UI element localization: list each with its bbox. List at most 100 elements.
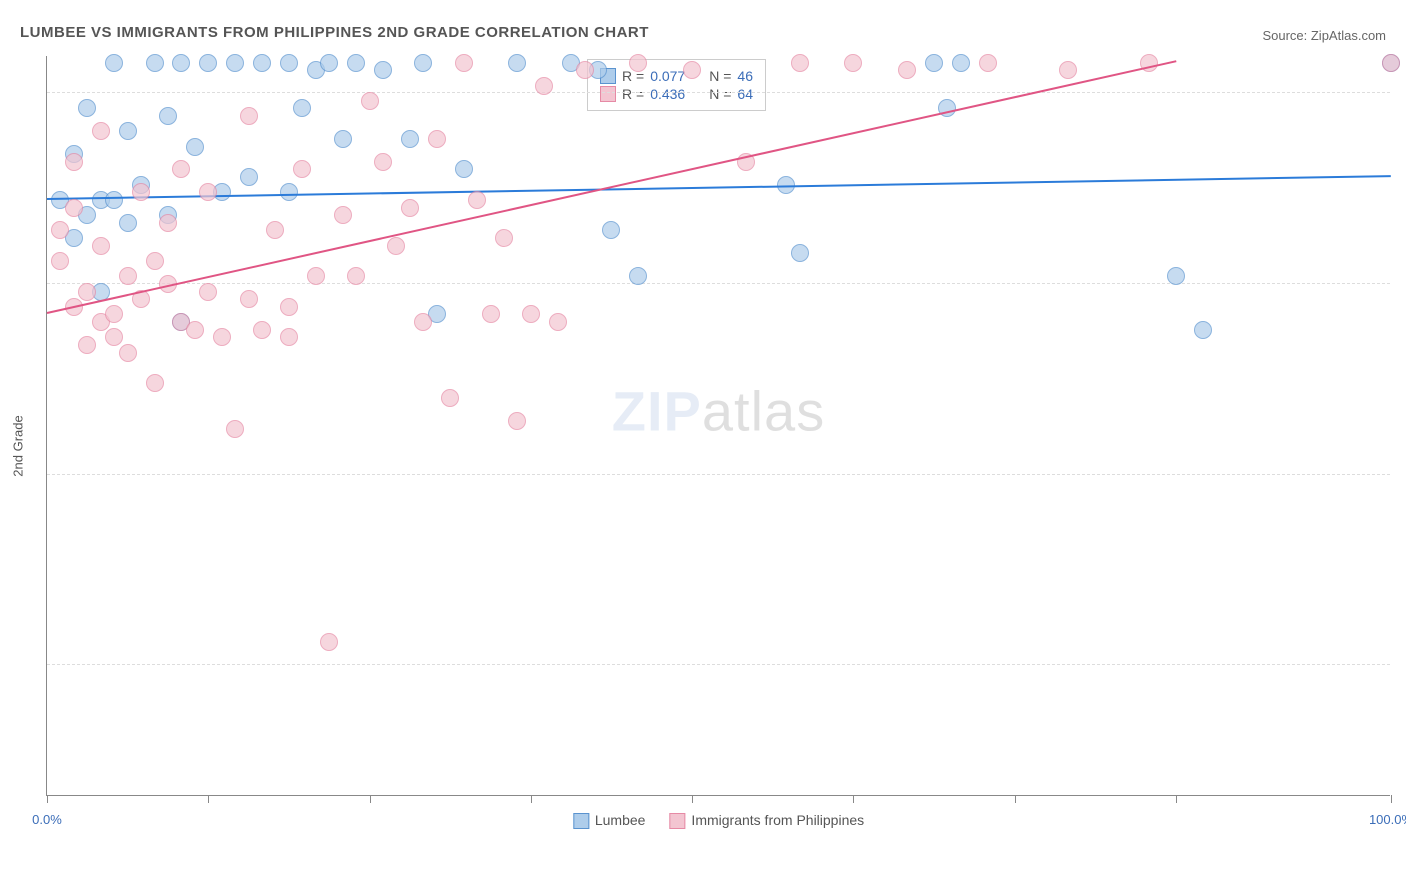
x-tick: [370, 795, 371, 803]
data-point: [535, 77, 553, 95]
stats-legend: R =0.077N =46R =0.436N =64: [587, 59, 766, 111]
data-point: [401, 130, 419, 148]
data-point: [199, 54, 217, 72]
data-point: [455, 160, 473, 178]
data-point: [199, 183, 217, 201]
gridline-horizontal: [47, 664, 1390, 665]
data-point: [51, 252, 69, 270]
data-point: [334, 206, 352, 224]
data-point: [240, 168, 258, 186]
source-attribution: Source: ZipAtlas.com: [1262, 28, 1386, 43]
data-point: [172, 160, 190, 178]
data-point: [387, 237, 405, 255]
data-point: [65, 199, 83, 217]
data-point: [979, 54, 997, 72]
data-point: [414, 54, 432, 72]
data-point: [347, 267, 365, 285]
data-point: [482, 305, 500, 323]
data-point: [240, 107, 258, 125]
data-point: [132, 183, 150, 201]
data-point: [226, 54, 244, 72]
data-point: [320, 633, 338, 651]
data-point: [213, 328, 231, 346]
data-point: [952, 54, 970, 72]
data-point: [105, 191, 123, 209]
r-value: 0.077: [650, 68, 685, 84]
watermark: ZIPatlas: [612, 378, 825, 443]
n-value: 64: [737, 86, 753, 102]
chart-title: LUMBEE VS IMMIGRANTS FROM PHILIPPINES 2N…: [20, 24, 649, 41]
data-point: [92, 122, 110, 140]
stats-legend-row: R =0.077N =46: [600, 68, 753, 84]
x-tick: [1176, 795, 1177, 803]
data-point: [414, 313, 432, 331]
watermark-prefix: ZIP: [612, 379, 702, 442]
data-point: [159, 107, 177, 125]
data-point: [146, 252, 164, 270]
data-point: [1167, 267, 1185, 285]
x-tick-label: 0.0%: [32, 812, 62, 827]
data-point: [1382, 54, 1400, 72]
data-point: [629, 267, 647, 285]
data-point: [522, 305, 540, 323]
legend-label: Lumbee: [595, 812, 646, 828]
r-label: R =: [622, 86, 644, 102]
x-tick-label: 100.0%: [1369, 812, 1406, 827]
gridline-horizontal: [47, 283, 1390, 284]
data-point: [374, 61, 392, 79]
data-point: [576, 61, 594, 79]
data-point: [549, 313, 567, 331]
data-point: [280, 298, 298, 316]
data-point: [938, 99, 956, 117]
data-point: [307, 267, 325, 285]
y-axis-label: 2nd Grade: [11, 415, 26, 476]
data-point: [119, 267, 137, 285]
data-point: [347, 54, 365, 72]
data-point: [455, 54, 473, 72]
data-point: [683, 61, 701, 79]
data-point: [159, 214, 177, 232]
data-point: [844, 54, 862, 72]
data-point: [428, 130, 446, 148]
data-point: [791, 244, 809, 262]
x-tick: [531, 795, 532, 803]
data-point: [105, 54, 123, 72]
scatter-plot-area: ZIPatlas R =0.077N =46R =0.436N =64 Lumb…: [46, 56, 1390, 796]
n-value: 46: [737, 68, 753, 84]
data-point: [280, 183, 298, 201]
data-point: [441, 389, 459, 407]
data-point: [280, 54, 298, 72]
data-point: [253, 321, 271, 339]
data-point: [51, 221, 69, 239]
data-point: [253, 54, 271, 72]
legend-item: Immigrants from Philippines: [669, 812, 864, 829]
watermark-suffix: atlas: [702, 379, 825, 442]
data-point: [374, 153, 392, 171]
data-point: [468, 191, 486, 209]
data-point: [78, 99, 96, 117]
data-point: [1194, 321, 1212, 339]
data-point: [119, 214, 137, 232]
data-point: [65, 153, 83, 171]
data-point: [199, 283, 217, 301]
legend-item: Lumbee: [573, 812, 646, 829]
data-point: [925, 54, 943, 72]
data-point: [240, 290, 258, 308]
x-tick: [692, 795, 693, 803]
data-point: [78, 283, 96, 301]
data-point: [280, 328, 298, 346]
data-point: [172, 54, 190, 72]
data-point: [186, 321, 204, 339]
data-point: [401, 199, 419, 217]
data-point: [508, 54, 526, 72]
n-label: N =: [709, 86, 731, 102]
data-point: [293, 99, 311, 117]
data-point: [226, 420, 244, 438]
data-point: [119, 122, 137, 140]
x-tick: [1015, 795, 1016, 803]
data-point: [119, 344, 137, 362]
x-tick: [853, 795, 854, 803]
data-point: [1059, 61, 1077, 79]
data-point: [791, 54, 809, 72]
data-point: [898, 61, 916, 79]
